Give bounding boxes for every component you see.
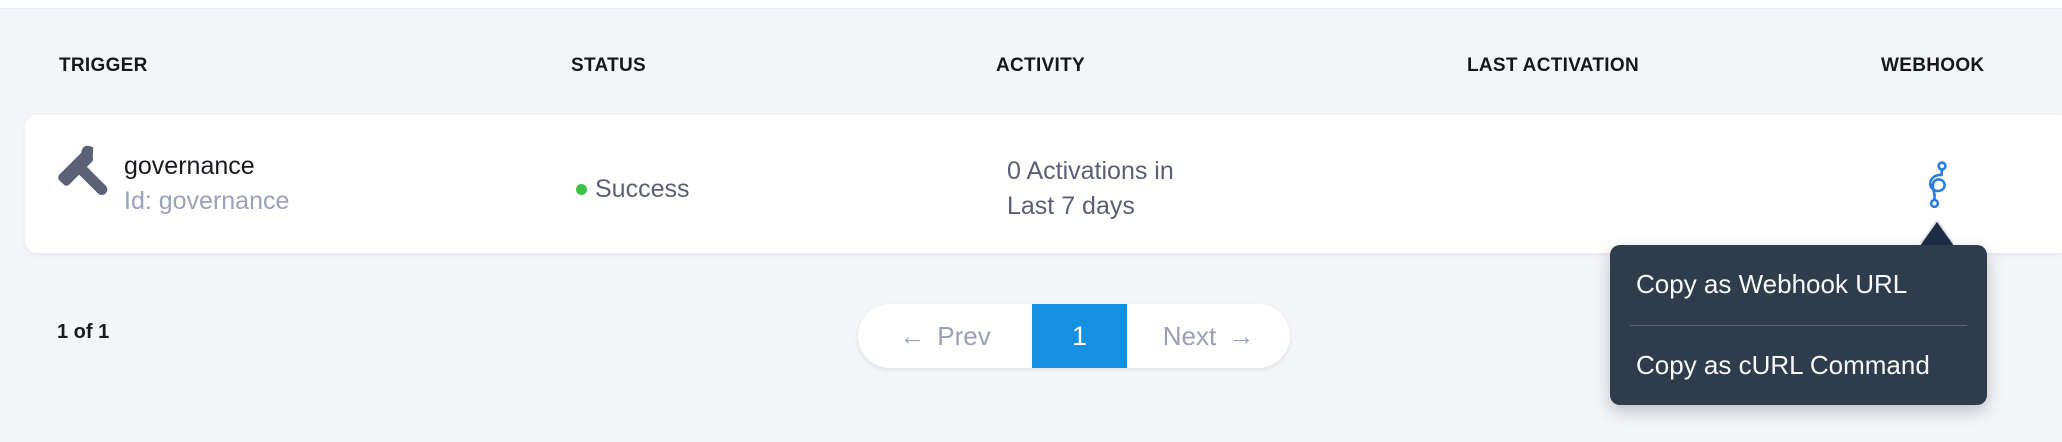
activity-line-2: Last 7 days (1007, 192, 1135, 220)
trigger-id: Id: governance (124, 187, 290, 215)
top-divider (0, 0, 2062, 9)
column-header-webhook: WEBHOOK (1881, 55, 1985, 76)
column-header-status: STATUS (571, 55, 646, 76)
table-row[interactable] (25, 115, 2062, 253)
next-label: Next (1162, 320, 1217, 351)
prev-page-button[interactable]: ← Prev (858, 304, 1032, 368)
status-cell: Success (576, 175, 689, 204)
webhook-icon (1928, 161, 1947, 209)
pagination-control: ← Prev 1 Next → (858, 304, 1290, 368)
trigger-name[interactable]: governance (124, 152, 255, 180)
hammer-icon (55, 141, 109, 205)
column-header-trigger: TRIGGER (59, 55, 148, 76)
page-summary: 1 of 1 (57, 321, 110, 343)
right-arrow-icon: → (1228, 320, 1255, 351)
status-label: Success (595, 175, 690, 203)
menu-pointer-arrow (1920, 222, 1954, 246)
left-arrow-icon: ← (899, 320, 926, 351)
next-page-button[interactable]: Next → (1127, 304, 1290, 368)
webhook-icon-button[interactable] (1916, 158, 1960, 212)
activity-line-1: 0 Activations in (1007, 157, 1174, 185)
webhook-context-menu: Copy as Webhook URL Copy as cURL Command (1610, 245, 1987, 405)
status-success-dot (576, 184, 587, 195)
column-header-last-activation: LAST ACTIVATION (1467, 55, 1639, 76)
page-number-button-1[interactable]: 1 (1032, 304, 1127, 368)
column-header-activity: ACTIVITY (996, 55, 1085, 76)
menu-item-copy-webhook-url[interactable]: Copy as Webhook URL (1636, 269, 1908, 300)
menu-divider (1630, 324, 1967, 326)
prev-label: Prev (937, 320, 991, 351)
activity-cell: 0 Activations in Last 7 days (1007, 154, 1174, 224)
menu-item-copy-curl-command[interactable]: Copy as cURL Command (1636, 349, 1930, 380)
